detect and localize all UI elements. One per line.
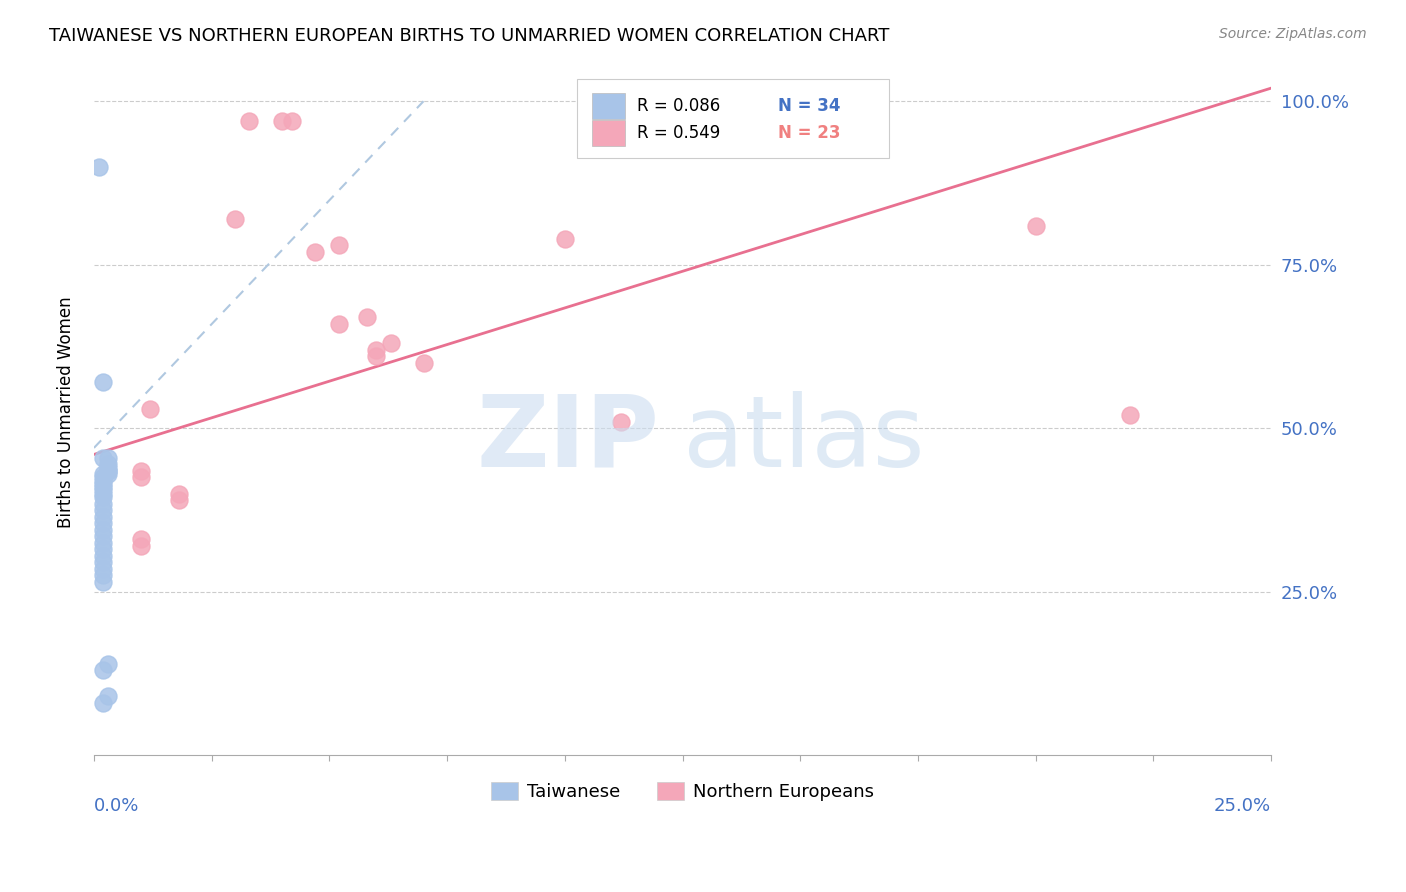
Point: [93, 529, 115, 543]
Point: [97, 467, 120, 481]
Text: atlas: atlas: [682, 391, 924, 488]
Legend: Taiwanese, Northern Europeans: Taiwanese, Northern Europeans: [484, 774, 882, 808]
Point: [97, 657, 120, 671]
Point: [328, 317, 350, 331]
Point: [97, 457, 120, 471]
Point: [93, 476, 115, 491]
Point: [356, 310, 378, 324]
Point: [129, 464, 152, 478]
Text: N = 23: N = 23: [778, 124, 841, 142]
FancyBboxPatch shape: [576, 78, 889, 158]
Point: [93, 486, 115, 500]
Point: [93, 470, 115, 484]
Point: [554, 231, 576, 245]
Text: R = 0.086: R = 0.086: [637, 96, 720, 114]
Text: N = 34: N = 34: [778, 96, 841, 114]
Text: Source: ZipAtlas.com: Source: ZipAtlas.com: [1219, 27, 1367, 41]
Point: [93, 696, 115, 710]
Point: [93, 503, 115, 517]
Point: [224, 211, 246, 226]
Point: [380, 336, 402, 351]
Point: [93, 496, 115, 510]
Point: [97, 450, 120, 465]
Point: [167, 486, 190, 500]
Point: [93, 542, 115, 557]
Text: 0.0%: 0.0%: [94, 797, 139, 814]
Point: [93, 376, 115, 390]
Point: [93, 523, 115, 537]
Point: [93, 549, 115, 563]
Point: [93, 562, 115, 576]
Y-axis label: Births to Unmarried Women: Births to Unmarried Women: [58, 296, 75, 528]
Point: [93, 516, 115, 530]
Point: [93, 555, 115, 569]
Point: [93, 474, 115, 488]
Point: [93, 480, 115, 494]
Text: R = 0.549: R = 0.549: [637, 124, 720, 142]
Point: [97, 464, 120, 478]
Point: [129, 470, 152, 484]
Point: [93, 509, 115, 524]
Point: [610, 415, 633, 429]
Point: [366, 343, 388, 357]
Point: [412, 356, 434, 370]
Point: [87, 160, 110, 174]
Point: [328, 238, 350, 252]
Text: TAIWANESE VS NORTHERN EUROPEAN BIRTHS TO UNMARRIED WOMEN CORRELATION CHART: TAIWANESE VS NORTHERN EUROPEAN BIRTHS TO…: [49, 27, 890, 45]
Point: [129, 539, 152, 553]
Point: [97, 464, 120, 478]
Point: [366, 349, 388, 363]
Point: [139, 401, 162, 416]
Point: [97, 690, 120, 704]
Point: [167, 493, 190, 508]
FancyBboxPatch shape: [592, 120, 624, 146]
Point: [1025, 219, 1047, 233]
Point: [93, 663, 115, 677]
Point: [304, 244, 326, 259]
Point: [97, 460, 120, 475]
Point: [93, 483, 115, 498]
Point: [93, 568, 115, 582]
Text: ZIP: ZIP: [477, 391, 659, 488]
Point: [93, 574, 115, 589]
Point: [1119, 408, 1142, 422]
Point: [280, 113, 302, 128]
Point: [93, 490, 115, 504]
Point: [93, 450, 115, 465]
Text: 25.0%: 25.0%: [1213, 797, 1271, 814]
Point: [238, 113, 260, 128]
FancyBboxPatch shape: [592, 93, 624, 119]
Point: [271, 113, 294, 128]
Point: [93, 535, 115, 549]
Point: [93, 467, 115, 481]
Point: [129, 533, 152, 547]
